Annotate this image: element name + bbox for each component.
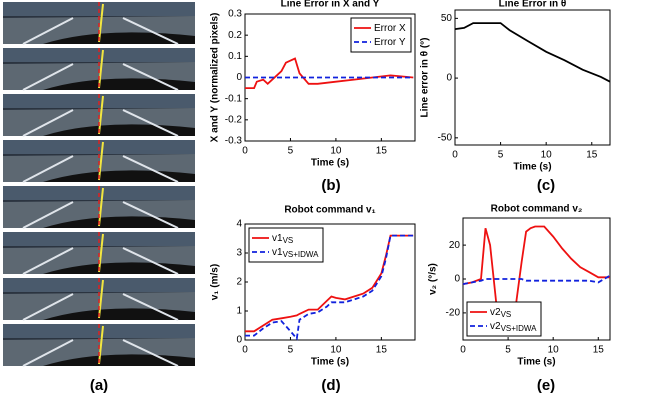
legend-label: v2VS [490, 307, 511, 319]
y-axis-label: Line error in θ (°) [420, 38, 431, 118]
legend-label: v2VS+IDWA [490, 321, 537, 333]
x-tick-label: 10 [548, 345, 560, 356]
x-tick-label: 10 [541, 150, 553, 161]
x-tick-label: 5 [498, 150, 504, 161]
x-tick-label: 0 [460, 345, 466, 356]
x-tick-label: 0 [242, 345, 248, 356]
y-tick-label: -0.1 [225, 93, 243, 104]
legend-label: v1VS+IDWA [272, 247, 319, 259]
chart-title: Line Error in X and Y [281, 0, 380, 10]
series-line [454, 22, 611, 83]
x-tick-label: 15 [586, 150, 598, 161]
y-axis-label: v₂ (°/s) [428, 263, 439, 295]
y-tick-label: 4 [236, 219, 242, 230]
legend-box [466, 301, 542, 337]
panel-label: (b) [321, 177, 340, 194]
y-tick-label: 3 [236, 248, 242, 259]
chart-title: Robot command v₁ [284, 205, 375, 216]
y-tick-label: 0 [454, 274, 460, 285]
x-tick-label: 15 [376, 345, 388, 356]
y-tick-label: -0.3 [225, 136, 243, 147]
panel-label: (d) [321, 377, 340, 394]
x-tick-label: 10 [330, 345, 342, 356]
y-tick-label: -20 [446, 308, 461, 319]
x-axis-label: Time (s) [311, 357, 349, 368]
x-tick-label: 10 [330, 146, 342, 157]
y-tick-label: 0 [236, 72, 242, 83]
y-tick-label: 0.1 [228, 51, 242, 62]
legend-subscript: VS [283, 236, 294, 245]
image-panel [2, 1, 196, 367]
x-tick-label: 15 [593, 345, 605, 356]
legend-subscript: VS+IDWA [501, 324, 538, 333]
x-axis-label: Time (s) [513, 162, 551, 173]
series-line [245, 57, 414, 89]
legend-name: Error Y [374, 37, 406, 48]
panel-label: (c) [537, 177, 555, 194]
x-tick-label: 5 [288, 146, 294, 157]
y-tick-label: 0.2 [228, 30, 242, 41]
y-tick-label: 50 [441, 13, 453, 24]
legend-name: v1 [272, 233, 283, 244]
legend-label: v1VS [272, 233, 293, 245]
chart-title: Robot command v₂ [491, 204, 583, 215]
y-tick-label: 0 [236, 335, 242, 346]
y-tick-label: -0.2 [225, 114, 243, 125]
legend-subscript: VS [501, 310, 512, 319]
x-axis-label: Time (s) [311, 158, 349, 169]
series-line [462, 274, 611, 285]
x-tick-label: 0 [452, 150, 458, 161]
legend-name: v2 [490, 307, 501, 318]
x-tick-label: 5 [505, 345, 511, 356]
x-tick-label: 5 [288, 345, 294, 356]
y-tick-label: 2 [236, 277, 242, 288]
legend-label: Error X [374, 23, 406, 34]
y-tick-label: 1 [236, 306, 242, 317]
legend-name: v2 [490, 321, 501, 332]
y-tick-label: 20 [449, 240, 461, 251]
legend-subscript: VS+IDWA [283, 250, 320, 259]
panel-label: (e) [537, 377, 555, 394]
y-tick-label: 0.3 [228, 9, 242, 20]
y-tick-label: -50 [438, 132, 453, 143]
panel-label: (a) [90, 377, 108, 394]
series-line [245, 234, 414, 341]
y-tick-label: 0 [446, 73, 452, 84]
chart-title: Line Error in θ [499, 0, 567, 10]
y-axis-label: X and Y (normalized pixels) [210, 13, 221, 143]
x-tick-label: 15 [376, 146, 388, 157]
legend-box [350, 17, 412, 53]
legend-name: v1 [272, 247, 283, 258]
plot-frame [454, 9, 611, 146]
legend-label: Error Y [374, 37, 406, 48]
x-axis-label: Time (s) [517, 357, 555, 368]
x-tick-label: 0 [242, 146, 248, 157]
legend-box [248, 227, 324, 263]
legend-name: Error X [374, 23, 406, 34]
y-axis-label: v₁ (m/s) [210, 264, 221, 300]
series-line [462, 225, 610, 331]
